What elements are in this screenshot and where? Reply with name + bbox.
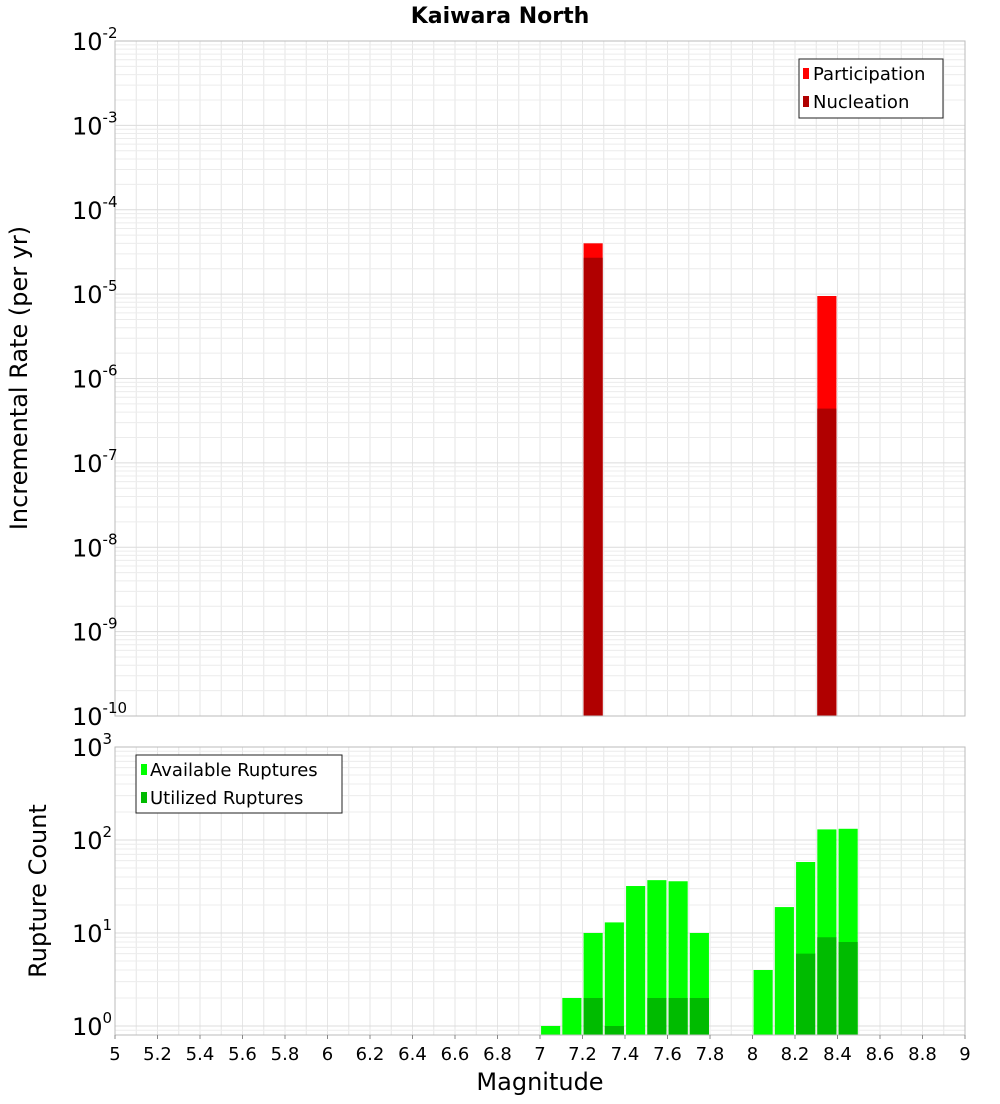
available-ruptures-bar (541, 1025, 561, 1035)
legend-swatch-available (141, 764, 147, 775)
top-y-tick-label: 10-7 (72, 446, 118, 478)
top-legend-box (798, 58, 944, 119)
x-tick-label: 5.2 (143, 1044, 172, 1065)
legend-label-participation: Participation (813, 64, 925, 85)
utilized-ruptures-bar (647, 997, 667, 1035)
x-tick-label: 8.4 (823, 1044, 852, 1065)
legend-swatch-utilized (141, 792, 147, 803)
utilized-ruptures-bar (668, 997, 688, 1035)
nucleation-bar (817, 408, 837, 716)
x-tick-label: 6.6 (441, 1044, 470, 1065)
x-tick-label: 7.4 (611, 1044, 640, 1065)
bottom-legend: Available Ruptures Utilized Ruptures (135, 754, 343, 814)
utilized-ruptures-bar (838, 942, 858, 1035)
bottom-y-axis-ticks: 100 101 102 103 (72, 730, 112, 1041)
legend-label-utilized: Utilized Ruptures (150, 788, 303, 809)
x-tick-label: 6 (322, 1044, 333, 1065)
top-plot-grid (114, 40, 966, 717)
top-y-axis-label: Incremental Rate (per yr) (5, 226, 33, 530)
utilized-ruptures-bar (583, 997, 603, 1035)
utilized-ruptures-bar (689, 997, 709, 1035)
available-ruptures-bar (753, 969, 773, 1035)
bottom-y-tick-label: 101 (72, 916, 112, 948)
bottom-y-tick-label: 103 (72, 730, 112, 762)
x-tick-label: 8.2 (781, 1044, 810, 1065)
available-ruptures-bar (562, 997, 582, 1035)
x-tick-label: 8.8 (908, 1044, 937, 1065)
top-y-tick-label: 10-8 (72, 530, 118, 562)
bottom-plot-bars (541, 828, 858, 1035)
utilized-ruptures-bar (796, 953, 816, 1035)
x-axis-ticks: 5 5.2 5.4 5.6 5.8 6 6.2 6.4 6.6 6.8 7 7.2 7.4 7.6 7.8 8… (109, 1035, 971, 1065)
legend-label-nucleation: Nucleation (813, 92, 909, 113)
x-axis-label: Magnitude (476, 1068, 603, 1096)
utilized-ruptures-bar (817, 937, 837, 1035)
x-tick-label: 5.8 (271, 1044, 300, 1065)
top-y-axis-ticks: 10-10 10-9 10-8 10-7 10-6 10-5 10-4 10-3 10-2 (72, 24, 127, 731)
top-plot-bars (583, 243, 837, 717)
chart-title: Kaiwara North (411, 4, 590, 29)
top-y-tick-label: 10-3 (72, 108, 118, 140)
x-tick-label: 5.6 (228, 1044, 257, 1065)
top-y-tick-label: 10-2 (72, 24, 118, 56)
x-tick-label: 7.2 (568, 1044, 597, 1065)
x-tick-label: 7.6 (653, 1044, 682, 1065)
bottom-y-tick-label: 102 (72, 823, 112, 855)
available-ruptures-bar (626, 886, 646, 1035)
top-y-tick-label: 10-4 (72, 193, 118, 225)
bottom-y-axis-label: Rupture Count (24, 804, 52, 978)
bottom-legend-box (135, 754, 343, 814)
available-ruptures-bar (647, 880, 667, 1035)
top-plot-frame (114, 40, 966, 717)
x-tick-label: 6.4 (398, 1044, 427, 1065)
legend-label-available: Available Ruptures (150, 760, 318, 781)
available-ruptures-bar (604, 922, 624, 1035)
x-tick-label: 5 (109, 1044, 120, 1065)
top-legend: Participation Nucleation (798, 58, 944, 119)
top-y-tick-label: 10-9 (72, 615, 118, 647)
x-tick-label: 8 (747, 1044, 758, 1065)
x-tick-label: 7 (534, 1044, 545, 1065)
nucleation-bar (583, 257, 603, 716)
utilized-ruptures-bar (604, 1025, 624, 1035)
available-ruptures-bar (774, 907, 794, 1035)
legend-swatch-participation (803, 68, 809, 79)
x-tick-label: 6.8 (483, 1044, 512, 1065)
x-tick-label: 9 (959, 1044, 970, 1065)
x-tick-label: 7.8 (696, 1044, 725, 1065)
top-y-tick-label: 10-6 (72, 362, 118, 394)
x-tick-label: 8.6 (866, 1044, 895, 1065)
bottom-y-tick-label: 100 (72, 1009, 112, 1041)
x-tick-label: 6.2 (356, 1044, 385, 1065)
top-y-tick-label: 10-5 (72, 277, 118, 309)
x-tick-label: 5.4 (186, 1044, 215, 1065)
legend-swatch-nucleation (803, 96, 809, 107)
available-ruptures-bar (668, 881, 688, 1035)
top-y-tick-label: 10-10 (72, 699, 127, 731)
